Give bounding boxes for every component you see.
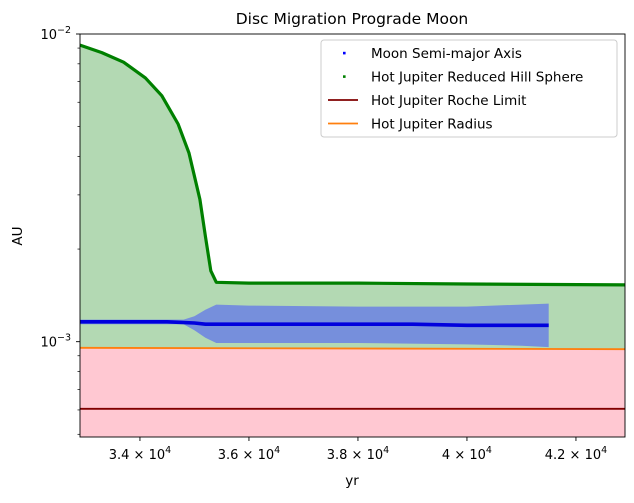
y-tick-label: 10−2 bbox=[40, 25, 71, 43]
x-tick-label: 3.6 × 104 bbox=[218, 445, 280, 463]
radius-fill bbox=[80, 347, 625, 437]
chart-title: Disc Migration Prograde Moon bbox=[236, 10, 469, 28]
x-tick-label: 4.2 × 104 bbox=[545, 445, 607, 463]
legend-box bbox=[320, 39, 618, 138]
x-tick-label: 3.8 × 104 bbox=[327, 445, 389, 463]
axis-ticks: 3.4 × 104 3.6 × 104 3.8 × 104 4 × 104 4.2 × … bbox=[40, 25, 607, 463]
legend-label: Hot Jupiter Reduced Hill Sphere bbox=[371, 70, 583, 86]
legend-label: Hot Jupiter Roche Limit bbox=[371, 93, 526, 109]
x-tick-label: 3.4 × 104 bbox=[109, 445, 171, 463]
x-tick-label: 4 × 104 bbox=[442, 445, 492, 463]
y-axis-label: AU bbox=[10, 226, 26, 245]
plot-area bbox=[79, 43, 626, 437]
hill-sphere-curve bbox=[79, 43, 626, 287]
moon-semi-major-axis-curve bbox=[80, 320, 549, 328]
radius-line bbox=[79, 346, 626, 351]
hill-sphere-fill bbox=[80, 45, 625, 350]
legend-marker bbox=[343, 75, 346, 78]
x-axis-label: yr bbox=[345, 473, 359, 489]
legend-label: Moon Semi-major Axis bbox=[371, 46, 522, 62]
legend-label: Hot Jupiter Radius bbox=[371, 117, 493, 133]
y-tick-label: 10−3 bbox=[40, 333, 71, 351]
axes-frame bbox=[79, 33, 626, 438]
legend-marker bbox=[343, 51, 346, 55]
legend: Moon Semi-major Axis Hot Jupiter Reduced … bbox=[320, 39, 618, 138]
